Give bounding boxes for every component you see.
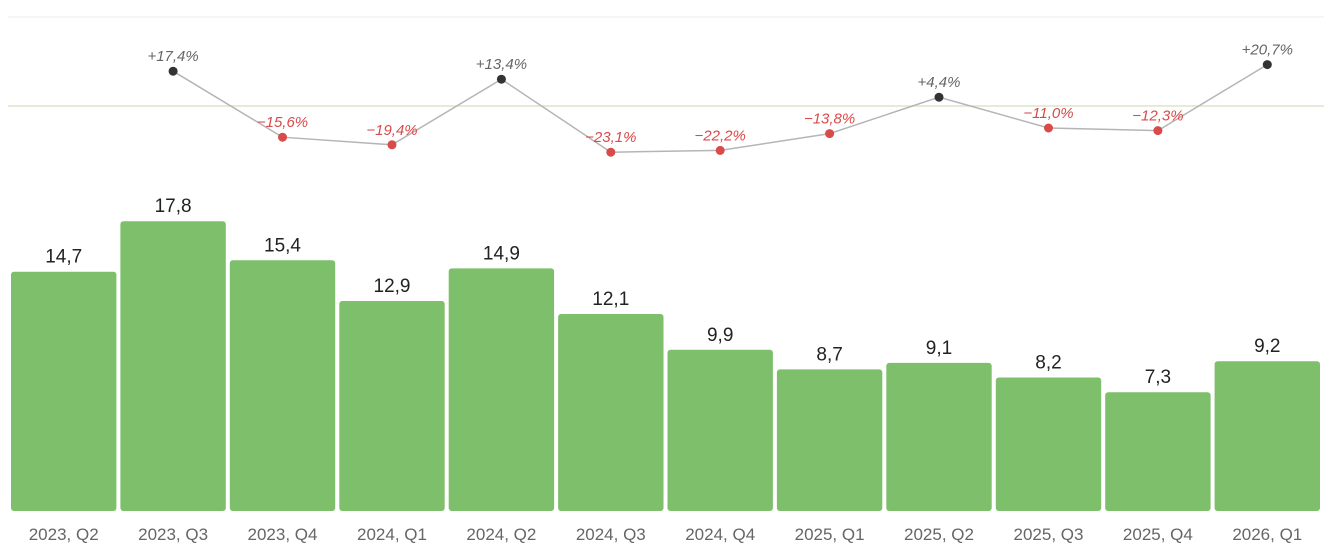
bar-3 bbox=[339, 301, 445, 511]
bar-value-label-1: 17,8 bbox=[155, 196, 192, 217]
change-label-7: −13,8% bbox=[804, 111, 855, 128]
change-point-11 bbox=[1262, 60, 1272, 70]
change-label-10: −12,3% bbox=[1132, 108, 1183, 125]
change-point-4 bbox=[496, 74, 506, 84]
x-tick-label-5: 2024, Q3 bbox=[576, 525, 646, 544]
change-label-1: +17,4% bbox=[147, 48, 198, 65]
change-point-8 bbox=[934, 92, 944, 102]
x-tick-label-3: 2024, Q1 bbox=[357, 525, 427, 544]
change-point-6 bbox=[715, 145, 725, 155]
x-tick-label-9: 2025, Q3 bbox=[1014, 525, 1084, 544]
bar-6 bbox=[667, 349, 773, 511]
x-axis: 2023, Q2 2023, Q3 2023, Q4 2024, Q1 2024, Q2… bbox=[29, 525, 1303, 544]
bar-5 bbox=[558, 314, 664, 511]
change-label-9: −11,0% bbox=[1023, 105, 1073, 122]
bar-0 bbox=[11, 271, 117, 511]
bar-value-label-8: 9,1 bbox=[926, 338, 952, 359]
bar-value-label-0: 14,7 bbox=[45, 247, 82, 268]
bar-value-label-4: 14,9 bbox=[483, 243, 520, 264]
change-label-4: +13,4% bbox=[476, 56, 527, 73]
bar-value-label-10: 7,3 bbox=[1145, 367, 1171, 388]
bar-value-label-3: 12,9 bbox=[374, 276, 411, 297]
x-tick-label-0: 2023, Q2 bbox=[29, 525, 99, 544]
bar-value-label-2: 15,4 bbox=[264, 235, 301, 256]
bar-value-label-11: 9,2 bbox=[1254, 336, 1280, 357]
bar-7 bbox=[776, 369, 883, 511]
x-tick-label-2: 2023, Q4 bbox=[248, 525, 318, 544]
change-point-9 bbox=[1044, 123, 1053, 133]
bar-8 bbox=[886, 362, 992, 511]
bar-9 bbox=[995, 377, 1102, 511]
change-label-2: −15,6% bbox=[257, 114, 308, 131]
bar-series: 14,7 17,8 15,4 12,9 14,9 12,1 9,9 8,7 9,1 8,2 7,3 9… bbox=[11, 196, 1320, 511]
change-point-7 bbox=[825, 129, 835, 139]
bar-value-label-7: 8,7 bbox=[816, 344, 842, 365]
change-label-5: −23,1% bbox=[585, 129, 636, 146]
x-tick-label-6: 2024, Q4 bbox=[685, 525, 755, 544]
x-tick-label-4: 2024, Q2 bbox=[466, 525, 536, 544]
change-point-10 bbox=[1153, 126, 1163, 136]
change-series: +17,4% −15,6% −19,4% +13,4% −23,1% −22,2% −13,… bbox=[147, 42, 1293, 157]
x-tick-label-8: 2025, Q2 bbox=[904, 525, 974, 544]
bar-10 bbox=[1105, 392, 1211, 511]
x-tick-label-7: 2025, Q1 bbox=[795, 525, 865, 544]
change-point-3 bbox=[387, 140, 397, 150]
change-label-8: +4,4% bbox=[918, 74, 961, 91]
change-label-11: +20,7% bbox=[1242, 42, 1293, 59]
bar-1 bbox=[120, 221, 226, 511]
change-label-6: −22,2% bbox=[695, 127, 746, 144]
change-label-3: −19,4% bbox=[366, 122, 417, 139]
bar-2 bbox=[229, 260, 336, 511]
x-tick-label-11: 2026, Q1 bbox=[1232, 525, 1302, 544]
bar-4 bbox=[448, 268, 555, 511]
change-point-2 bbox=[278, 132, 287, 142]
bar-value-label-5: 12,1 bbox=[592, 289, 629, 310]
bar-value-label-9: 8,2 bbox=[1035, 353, 1061, 374]
change-point-1 bbox=[168, 66, 178, 76]
x-tick-label-1: 2023, Q3 bbox=[138, 525, 208, 544]
bar-value-label-6: 9,9 bbox=[707, 325, 733, 346]
bar-11 bbox=[1214, 361, 1320, 511]
change-point-5 bbox=[606, 147, 616, 157]
x-tick-label-10: 2025, Q4 bbox=[1123, 525, 1193, 544]
